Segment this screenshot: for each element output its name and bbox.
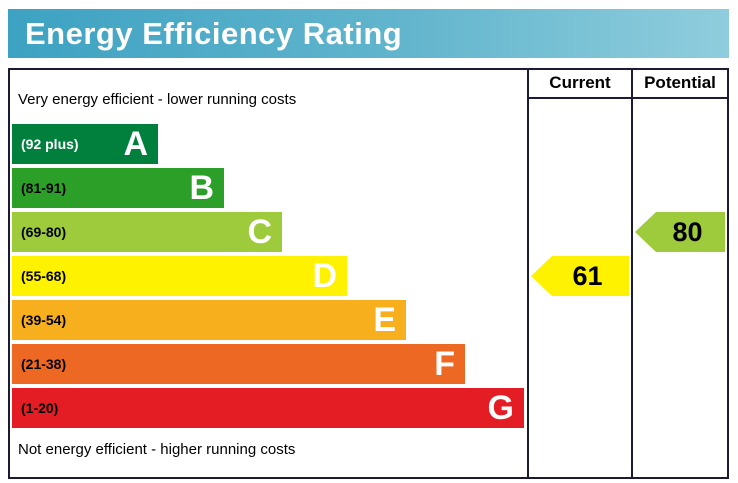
chart-title: Energy Efficiency Rating (8, 9, 729, 58)
band-e-range: (39-54) (21, 312, 67, 328)
potential-column: Potential 80 (631, 70, 727, 477)
band-f-letter: F (434, 345, 455, 383)
band-c: (69-80) C (12, 212, 282, 252)
band-b: (81-91) B (12, 168, 224, 208)
current-column: Current 61 (527, 70, 631, 477)
band-g-range: (1-20) (21, 400, 59, 416)
band-f: (21-38) F (12, 344, 465, 384)
band-e: (39-54) E (12, 300, 406, 340)
band-d-letter: D (312, 257, 337, 295)
current-column-header: Current (529, 70, 631, 99)
potential-column-header: Potential (633, 70, 727, 99)
rating-table: Very energy efficient - lower running co… (8, 68, 729, 479)
top-caption: Very energy efficient - lower running co… (18, 91, 297, 108)
band-b-letter: B (189, 169, 214, 207)
band-a-letter: A (123, 125, 148, 163)
current-rating-value: 61 (572, 260, 603, 291)
potential-rating-pointer: 80 (635, 212, 725, 252)
potential-rating-value: 80 (672, 216, 703, 247)
bottom-caption: Not energy efficient - higher running co… (18, 441, 296, 458)
band-d: (55-68) D (12, 256, 347, 296)
band-b-range: (81-91) (21, 180, 67, 196)
band-f-range: (21-38) (21, 356, 67, 372)
band-a-range: (92 plus) (21, 136, 79, 152)
band-g-letter: G (487, 389, 514, 427)
bands-area: Very energy efficient - lower running co… (10, 70, 527, 477)
current-rating-pointer: 61 (531, 256, 629, 296)
band-a: (92 plus) A (12, 124, 158, 164)
band-d-range: (55-68) (21, 268, 67, 284)
band-g: (1-20) G (12, 388, 524, 428)
band-e-letter: E (373, 301, 396, 339)
band-c-letter: C (247, 213, 272, 251)
band-c-range: (69-80) (21, 224, 67, 240)
